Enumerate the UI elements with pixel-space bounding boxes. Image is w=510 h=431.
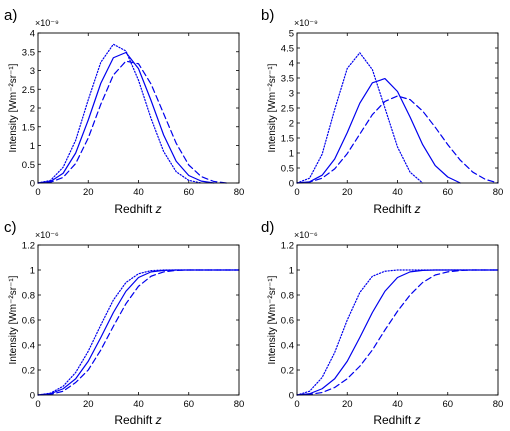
- series-line-solid: [296, 269, 499, 396]
- y-tick-label: 0.5: [281, 164, 294, 175]
- x-tick-label: 20: [342, 399, 353, 410]
- x-tick-label: 60: [183, 187, 194, 198]
- panel-label: b): [261, 7, 274, 24]
- series-line-dashed: [296, 95, 499, 184]
- x-tick-label: 80: [493, 187, 504, 198]
- y-tick-label: 1.2: [22, 241, 35, 252]
- y-tick-label: 0.8: [22, 291, 35, 302]
- y-tick-label: 2.5: [281, 104, 294, 115]
- y-tick-label: 4: [30, 29, 35, 40]
- y-tick-label: 4: [289, 59, 294, 70]
- x-axis-label: Redhift z: [114, 202, 161, 216]
- x-axis-label-variable: z: [155, 413, 162, 427]
- series-line-dashed: [37, 269, 240, 396]
- x-axis-label-text: Redhift: [373, 413, 414, 427]
- x-tick-label: 60: [183, 399, 194, 410]
- panel-label: d): [261, 219, 274, 236]
- x-axis-label: Redhift z: [373, 413, 420, 427]
- series-line-dashed: [37, 60, 228, 184]
- y-tick-label: 1: [289, 266, 294, 277]
- y-tick-label: 0.2: [281, 366, 294, 377]
- chart-panel-d: d) 0 0.2 0.4 0.6 0.8 1 1.2 0 20 40 60 80 ×10⁻⁶ Intensi…: [261, 219, 503, 427]
- series-line-dotted: [296, 52, 424, 184]
- plot-frame: [37, 244, 240, 396]
- x-tick-label: 60: [442, 187, 453, 198]
- y-tick-label: 2.5: [22, 85, 35, 96]
- series-line-dotted: [296, 269, 499, 396]
- y-tick-label: 0.8: [281, 291, 294, 302]
- y-tick-label: 0.6: [22, 316, 35, 327]
- y-tick-label: 0.2: [22, 366, 35, 377]
- plot-frame: [296, 244, 499, 396]
- x-tick-label: 20: [83, 187, 94, 198]
- panel-label: a): [4, 7, 17, 24]
- axis-multiplier: ×10⁻⁹: [294, 18, 318, 28]
- series-line-solid: [37, 51, 215, 184]
- y-tick-label: 3.5: [281, 74, 294, 85]
- y-tick-label: 1.5: [22, 122, 35, 133]
- plot-frame: [37, 32, 240, 184]
- series-line-solid: [296, 78, 461, 184]
- x-tick-label: 60: [442, 399, 453, 410]
- y-tick-label: 2: [289, 119, 294, 130]
- series-line-solid: [37, 269, 240, 396]
- y-tick-label: 3: [289, 89, 294, 100]
- y-tick-label: 5: [289, 29, 294, 40]
- axis-multiplier: ×10⁻⁹: [35, 18, 59, 28]
- y-tick-label: 1.5: [281, 134, 294, 145]
- y-tick-label: 2: [30, 104, 35, 115]
- x-tick-label: 20: [83, 399, 94, 410]
- x-axis-label-variable: z: [155, 202, 162, 216]
- chart-panel-c: c) 0 0.2 0.4 0.6 0.8 1 1.2 0 20 40 60 80 ×10⁻⁶ Intensi…: [4, 219, 244, 427]
- y-tick-label: 0: [30, 179, 35, 190]
- x-axis-label-text: Redhift: [373, 202, 414, 216]
- y-axis-label: Intensity [Wm⁻²sr⁻¹]: [8, 63, 19, 152]
- x-tick-label: 80: [234, 187, 245, 198]
- y-tick-label: 1: [289, 149, 294, 160]
- x-tick-label: 40: [392, 399, 403, 410]
- x-axis-label-text: Redhift: [114, 413, 155, 427]
- plot-frame: [296, 32, 499, 184]
- x-axis-label-text: Redhift: [114, 202, 155, 216]
- y-axis-label: Intensity [Wm⁻²sr⁻¹]: [267, 275, 278, 364]
- x-tick-label: 80: [234, 399, 245, 410]
- x-axis-label-variable: z: [414, 413, 421, 427]
- panel-label: c): [4, 219, 17, 236]
- x-tick-label: 80: [493, 399, 504, 410]
- y-tick-label: 0.5: [22, 160, 35, 171]
- y-tick-label: 0.4: [281, 341, 294, 352]
- x-tick-label: 40: [133, 399, 144, 410]
- x-axis-label: Redhift z: [373, 202, 420, 216]
- series-line-dotted: [37, 43, 202, 184]
- x-tick-label: 40: [133, 187, 144, 198]
- series-line-dashed: [296, 269, 499, 396]
- y-tick-label: 3.5: [22, 47, 35, 58]
- y-tick-label: 0.6: [281, 316, 294, 327]
- y-tick-label: 1: [30, 141, 35, 152]
- y-axis-label: Intensity [Wm⁻²sr⁻¹]: [267, 63, 278, 152]
- series-line-dotted: [37, 269, 240, 396]
- y-tick-label: 0: [30, 391, 35, 402]
- axis-multiplier: ×10⁻⁶: [35, 230, 59, 240]
- x-tick-label: 0: [35, 187, 40, 198]
- y-tick-label: 1.2: [281, 241, 294, 252]
- x-tick-label: 20: [342, 187, 353, 198]
- y-tick-label: 1: [30, 266, 35, 277]
- x-tick-label: 0: [294, 399, 299, 410]
- y-tick-label: 4.5: [281, 44, 294, 55]
- chart-panel-b: b) 0 0.5 1 1.5 2 2.5 3 3.5 4 4.5 5 0 20 40 60 80 ×10⁻⁹ Int…: [261, 7, 503, 216]
- axis-multiplier: ×10⁻⁶: [294, 230, 318, 240]
- y-tick-label: 0: [289, 179, 294, 190]
- x-tick-label: 40: [392, 187, 403, 198]
- chart-panel-a: a)00.511.522.533.540 20 40 60 80×10⁻⁹Intensi…: [4, 7, 244, 216]
- y-axis-label: Intensity [Wm⁻²sr⁻¹]: [8, 275, 19, 364]
- y-tick-label: 3: [30, 66, 35, 77]
- x-tick-label: 0: [35, 399, 40, 410]
- y-tick-label: 0: [289, 391, 294, 402]
- x-axis-label: Redhift z: [114, 413, 161, 427]
- x-tick-label: 0: [294, 187, 299, 198]
- x-axis-label-variable: z: [414, 202, 421, 216]
- y-tick-label: 0.4: [22, 341, 35, 352]
